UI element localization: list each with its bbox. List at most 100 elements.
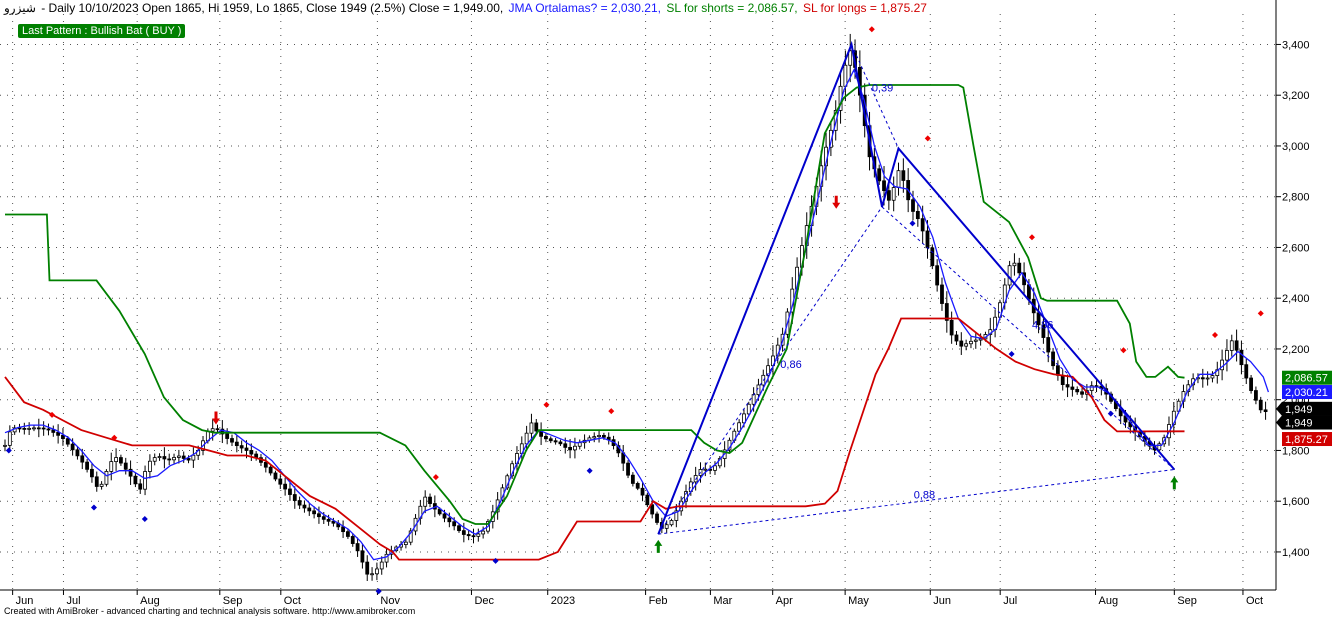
buy-arrow-icon: [1170, 476, 1179, 490]
swing-high-marker: [49, 411, 56, 418]
price-bar-body: [273, 472, 278, 480]
price-bar-body: [664, 524, 669, 529]
price-bars: [3, 33, 1268, 581]
price-bar-body: [630, 474, 635, 484]
y-tick-label: 2,800: [1282, 192, 1310, 204]
header-sl-longs: SL for longs = 1,875.27: [802, 1, 927, 15]
x-tick-label: Dec: [474, 595, 494, 607]
price-bar-body: [1258, 399, 1263, 411]
price-bar-body: [119, 457, 123, 464]
pattern-badge: Last Pattern : Bullish Bat ( BUY ): [18, 24, 186, 38]
price-bar-body: [553, 440, 558, 443]
value-label-box: [1282, 385, 1332, 400]
price-bar-body: [471, 535, 476, 538]
price-bar-body: [128, 468, 133, 477]
sl-shorts-line: [5, 84, 1185, 525]
price-bar-body: [848, 50, 853, 66]
y-tick-label: 1,800: [1282, 445, 1310, 457]
footer-credit: Created with AmiBroker - advanced charti…: [4, 606, 416, 616]
price-bar-body: [476, 533, 481, 537]
price-bar-body: [1017, 262, 1022, 274]
price-bar-body: [321, 516, 326, 520]
value-label-text: 2,030.21: [1285, 387, 1328, 399]
signal-markers: [5, 26, 1264, 595]
price-bar-body: [326, 518, 331, 522]
price-bar-body: [1254, 390, 1258, 401]
price-bar-body: [138, 483, 143, 490]
price-bar-body: [1157, 443, 1162, 451]
pattern-ratio-label: 0,39: [872, 82, 893, 94]
price-bar-body: [278, 478, 283, 485]
price-bar-body: [263, 461, 268, 468]
price-bar-body: [563, 443, 568, 448]
price-bar-body: [713, 465, 717, 471]
price-bar-body: [408, 530, 413, 543]
price-bar-body: [626, 462, 630, 476]
price-bar-body: [548, 438, 553, 442]
price-bar-body: [930, 247, 935, 267]
price-bar-body: [1080, 391, 1084, 395]
price-bar-body: [640, 487, 645, 496]
value-label: 2,086.57: [1282, 370, 1332, 385]
price-bar-body: [317, 513, 321, 518]
price-bar-body: [27, 427, 32, 430]
price-bar-body: [167, 458, 172, 461]
price-bar-body: [181, 455, 186, 459]
x-tick-label: Oct: [1246, 595, 1263, 607]
x-tick-label: Aug: [140, 595, 160, 607]
price-bar-body: [573, 445, 577, 451]
price-bar-body: [925, 230, 930, 249]
price-bar-body: [650, 504, 655, 515]
price-bar-body: [592, 436, 597, 439]
pattern-ratio-label: 0,88: [914, 490, 935, 502]
price-bar-body: [447, 517, 452, 523]
sell-arrow-icon: [211, 411, 220, 425]
price-bar-body: [886, 190, 891, 201]
price-bar-body: [46, 428, 51, 431]
swing-low-marker: [909, 220, 916, 227]
price-bar-body: [244, 447, 249, 451]
value-labels: 2,086.57 2,030.21 1,949 1,949 1,875.27: [1276, 370, 1332, 447]
price-bar-body: [766, 365, 771, 376]
x-tick-label: May: [848, 595, 869, 607]
price-bar-body: [978, 338, 983, 341]
buy-arrow-icon: [654, 539, 663, 553]
price-bar-body: [1060, 374, 1065, 385]
price-bar-body: [1234, 340, 1239, 351]
swing-low-marker: [492, 557, 499, 564]
header-jma: JMA Ortalamas? = 2,030.21,: [508, 1, 661, 15]
value-label-text: 1,949: [1285, 418, 1313, 430]
price-bar-body: [143, 471, 147, 490]
swing-low-marker: [375, 588, 382, 595]
header-symbol: شيزرو: [4, 1, 36, 15]
price-bar-body: [577, 442, 582, 447]
price-bar-body: [746, 403, 751, 415]
price-bar-body: [1244, 364, 1249, 379]
price-bar-body: [674, 510, 679, 521]
price-bar-body: [457, 525, 461, 532]
price-bar-body: [1089, 385, 1094, 391]
price-bar-body: [877, 168, 882, 182]
sl-longs-line: [4, 317, 1185, 561]
swing-high-marker: [1211, 331, 1218, 338]
header-sl-shorts: SL for shorts = 2,086.57,: [666, 1, 798, 15]
x-tick-label: Sep: [223, 595, 243, 607]
price-bar-body: [558, 441, 563, 445]
price-bar-body: [17, 427, 22, 430]
price-bar-body: [1041, 324, 1046, 338]
price-bar-body: [65, 438, 70, 445]
price-bar-body: [365, 561, 370, 575]
x-tick-label: Oct: [284, 595, 301, 607]
price-bar-body: [423, 496, 428, 507]
price-bar-body: [374, 568, 379, 575]
chart-header: شيزرو - Daily 10/10/2023 Open 1865, Hi 1…: [4, 1, 929, 15]
price-bar-body: [969, 340, 973, 345]
price-bar-body: [152, 457, 157, 462]
price-bar-body: [104, 471, 109, 485]
pattern-ratio-label: 0,86: [780, 359, 801, 371]
price-bar-body: [1065, 384, 1070, 388]
x-tick-label: Sep: [1177, 595, 1197, 607]
price-bar-body: [191, 454, 196, 461]
price-bar-body: [944, 303, 949, 321]
